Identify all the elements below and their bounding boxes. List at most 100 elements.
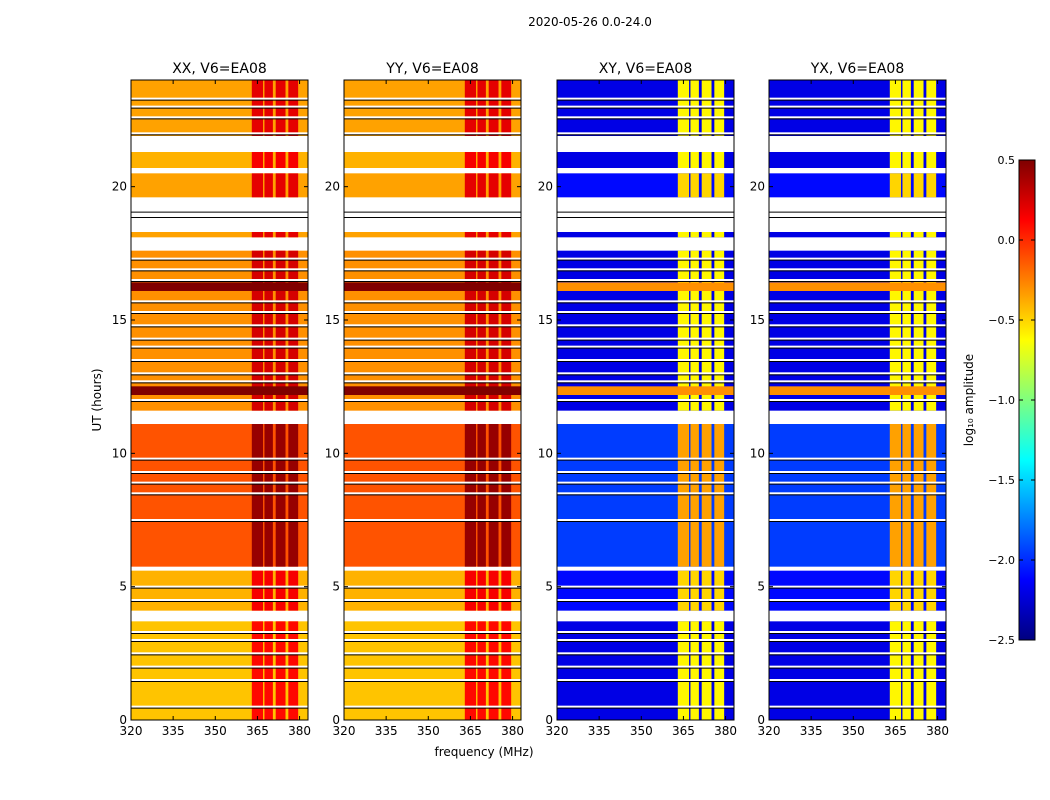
flagged-row (344, 585, 521, 588)
flagged-row (344, 399, 521, 401)
channel-column (501, 232, 512, 238)
flagged-row (344, 345, 521, 348)
channel-column (902, 250, 911, 411)
channel-column (477, 570, 486, 611)
channel-column (477, 621, 486, 720)
channel-column (926, 250, 937, 411)
x-tick-label: 365 (459, 724, 482, 738)
channel-column (913, 621, 924, 720)
channel-column (275, 570, 286, 611)
y-tick-label: 0 (545, 713, 553, 727)
x-tick-label: 335 (800, 724, 823, 738)
x-tick-label: 380 (288, 724, 311, 738)
flagged-row (344, 105, 521, 108)
flagged-row (769, 631, 946, 633)
panel-title: XX, V6=EA08 (172, 61, 267, 77)
channel-column (275, 173, 286, 198)
x-tick-label: 335 (162, 724, 185, 738)
flagged-row (344, 457, 521, 460)
channel-column (677, 570, 690, 611)
panel-title: XY, V6=EA08 (599, 61, 693, 77)
flagged-row (557, 585, 734, 588)
x-tick-label: 350 (630, 724, 653, 738)
flagged-row (131, 665, 308, 668)
y-tick-label: 10 (325, 446, 340, 460)
flagged-row (769, 311, 946, 313)
flagged-row (131, 116, 308, 119)
flagged-row (344, 631, 521, 633)
channel-column (902, 152, 911, 168)
flagged-row (769, 279, 946, 281)
flagged-row (344, 372, 521, 375)
flagged-row (131, 631, 308, 633)
x-tick-label: 365 (884, 724, 907, 738)
channel-column (501, 570, 512, 611)
channel-column (902, 621, 911, 720)
flagged-row (557, 345, 734, 348)
panel-yx: YX, V6=EA08 320 335 350 365 380 0 5 10 15 20 (750, 61, 949, 738)
y-tick-label: 20 (750, 180, 765, 194)
colorbar-tick-label: −1.0 (988, 394, 1015, 407)
channel-column (902, 173, 911, 198)
channel-column (926, 570, 937, 611)
flagged-row (131, 311, 308, 313)
channel-column (275, 152, 286, 168)
flagged-row (769, 257, 946, 260)
channel-column (714, 173, 725, 198)
channel-column (889, 621, 902, 720)
colorbar-tick-label: −0.5 (988, 314, 1015, 327)
flagged-row (131, 372, 308, 375)
channel-column (501, 152, 512, 168)
flagged-row (769, 457, 946, 460)
channel-column (926, 152, 937, 168)
flagged-row (769, 116, 946, 119)
x-tick-label: 335 (588, 724, 611, 738)
bright-row (769, 386, 946, 393)
x-tick-label: 380 (926, 724, 949, 738)
channel-column (677, 232, 690, 238)
flagged-row (344, 471, 521, 473)
y-tick-label: 15 (750, 313, 765, 327)
flagged-row (131, 345, 308, 348)
segment-band (557, 152, 734, 168)
flagged-row (557, 311, 734, 313)
x-tick-label: 335 (375, 724, 398, 738)
flagged-row (344, 481, 521, 484)
channel-column (714, 250, 725, 411)
channel-column (913, 570, 924, 611)
y-tick-label: 15 (538, 313, 553, 327)
channel-column (488, 152, 499, 168)
y-tick-label: 0 (119, 713, 127, 727)
channel-column (690, 621, 699, 720)
flagged-row (769, 215, 946, 217)
panel-yy: YY, V6=EA08 320 335 350 365 380 0 5 10 15 20 (325, 61, 524, 738)
flagged-row (131, 105, 308, 108)
flagged-row (344, 97, 521, 100)
flagged-row (344, 599, 521, 601)
flagged-row (769, 679, 946, 681)
channel-column (251, 621, 264, 720)
flagged-row (557, 279, 734, 281)
flagged-row (769, 481, 946, 484)
flagged-row (131, 268, 308, 271)
flagged-row (344, 116, 521, 119)
channel-column (889, 173, 902, 198)
x-tick-label: 365 (246, 724, 269, 738)
channel-column (264, 621, 273, 720)
channel-column (690, 250, 699, 411)
bright-row (769, 282, 946, 289)
flagged-row (344, 359, 521, 361)
flagged-row (769, 519, 946, 521)
x-tick-label: 320 (546, 724, 569, 738)
flagged-row (557, 215, 734, 217)
channel-column (264, 570, 273, 611)
colorbar-tick-label: 0.5 (998, 154, 1016, 167)
y-tick-label: 10 (750, 446, 765, 460)
panel-frame (556, 79, 735, 721)
y-tick-label: 5 (757, 580, 765, 594)
y-tick-label: 15 (112, 313, 127, 327)
x-tick-label: 350 (842, 724, 865, 738)
channel-column (926, 621, 937, 720)
flagged-row (131, 679, 308, 681)
flagged-row (769, 492, 946, 495)
